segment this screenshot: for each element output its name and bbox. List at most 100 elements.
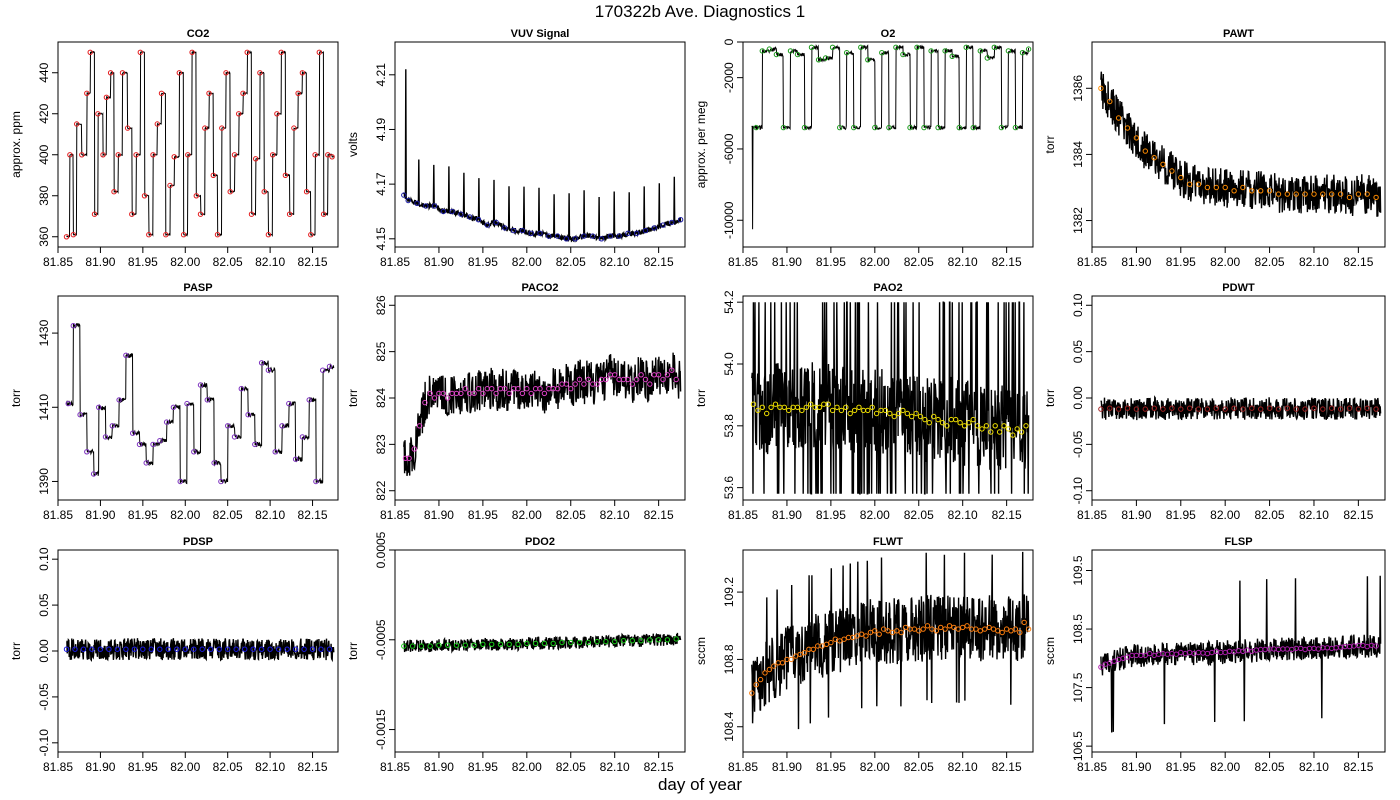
average-point [1329, 405, 1335, 411]
average-point [664, 637, 671, 643]
y-axis-label: sccm [1043, 637, 1057, 665]
panel-pasp: PASP torr 81.85 81.90 81.95 82.00 82.05 82.10 82… [9, 282, 339, 522]
average-point [803, 404, 809, 410]
average-point [886, 124, 892, 131]
average-point [418, 643, 425, 649]
average-point [1124, 654, 1131, 660]
average-point [427, 390, 433, 397]
average-point [528, 390, 534, 397]
average-point [313, 478, 319, 485]
average-point [771, 663, 777, 669]
average-point [97, 646, 104, 652]
average-point [320, 367, 326, 373]
average-point [873, 410, 880, 417]
y-tick-label: 440 [37, 62, 51, 82]
x-tick-label: 81.90 [424, 508, 454, 522]
x-tick-label: 81.95 [468, 255, 498, 269]
y-tick-label: 107.5 [1071, 672, 1085, 702]
panel-pdo2: PDO2 torr 81.85 81.90 81.95 82.00 82.05 82.10 82… [346, 531, 686, 774]
average-point [1178, 406, 1184, 412]
panel-pawt: PAWT torr 81.85 81.90 81.95 82.00 82.05 82.10 82… [1043, 28, 1386, 269]
average-point [1124, 405, 1131, 411]
average-point [837, 638, 843, 644]
average-point [781, 404, 787, 410]
average-point [225, 423, 231, 429]
y-tick-label: 0.0005 [374, 531, 388, 568]
average-point [1018, 429, 1025, 435]
average-point [825, 401, 831, 407]
x-tick-label: 82.05 [556, 760, 586, 774]
average-point [197, 211, 204, 217]
average-point [995, 628, 1001, 634]
raw-trace [751, 44, 1030, 230]
average-point [214, 232, 221, 238]
average-point [559, 639, 565, 646]
average-point [554, 233, 561, 239]
average-point [872, 628, 878, 634]
average-point [1302, 191, 1308, 197]
average-point [103, 94, 110, 101]
average-point [762, 670, 768, 676]
average-point [189, 49, 195, 55]
average-point [828, 639, 834, 646]
raw-trace [751, 301, 1030, 495]
average-point [823, 641, 830, 647]
average-point [1329, 191, 1335, 197]
average-point [406, 455, 412, 461]
average-point [274, 111, 280, 117]
average-point [755, 407, 761, 414]
x-tick-label: 81.90 [1121, 255, 1151, 269]
y-tick-label: 109.2 [722, 577, 736, 607]
average-point [902, 624, 909, 631]
average-point [216, 646, 222, 652]
x-tick-label: 82.10 [255, 255, 285, 269]
y-tick-label: 106.5 [1071, 731, 1085, 761]
plot-frame [1091, 295, 1386, 501]
average-point [1107, 98, 1113, 105]
average-point [986, 624, 992, 631]
average-point [409, 643, 416, 649]
average-point [115, 152, 121, 158]
average-point [992, 423, 998, 429]
average-point [572, 236, 578, 242]
panel-title: FLSP [1224, 536, 1252, 548]
average-point [1023, 423, 1029, 429]
average-point [793, 653, 799, 659]
x-tick-label: 82.10 [1299, 760, 1329, 774]
y-axis-label: torr [346, 642, 360, 660]
x-tick-label: 82.10 [948, 760, 978, 774]
x-tick-label: 82.00 [1210, 508, 1240, 522]
average-point [248, 211, 255, 217]
x-tick-label: 81.85 [380, 760, 410, 774]
average-point [585, 376, 591, 383]
average-point [116, 397, 122, 403]
average-point [1213, 184, 1220, 191]
average-point [233, 646, 239, 652]
average-point [231, 434, 238, 440]
average-point [844, 50, 850, 56]
y-tick-label: 825 [374, 341, 388, 361]
average-point [1012, 626, 1019, 632]
average-point [258, 646, 265, 652]
average-point [106, 646, 112, 652]
x-tick-label: 81.90 [85, 255, 115, 269]
average-point [1373, 406, 1379, 412]
y-tick-label: 824 [374, 388, 388, 408]
x-tick-label: 81.95 [1166, 760, 1196, 774]
y-tick-label: 0.10 [1071, 293, 1085, 317]
average-point [440, 390, 446, 397]
average-point [1275, 406, 1282, 412]
raw-trace [66, 50, 334, 238]
average-point [982, 626, 988, 632]
x-tick-label: 81.90 [85, 760, 115, 774]
average-point [1195, 181, 1202, 187]
average-point [96, 404, 102, 410]
y-tick-label: -0.05 [37, 683, 51, 711]
average-point [612, 372, 618, 378]
y-tick-label: 1430 [37, 319, 51, 346]
average-point [834, 404, 840, 410]
average-point [673, 636, 679, 642]
y-tick-label: 400 [37, 144, 51, 164]
average-point [990, 626, 997, 632]
average-point [550, 640, 556, 647]
